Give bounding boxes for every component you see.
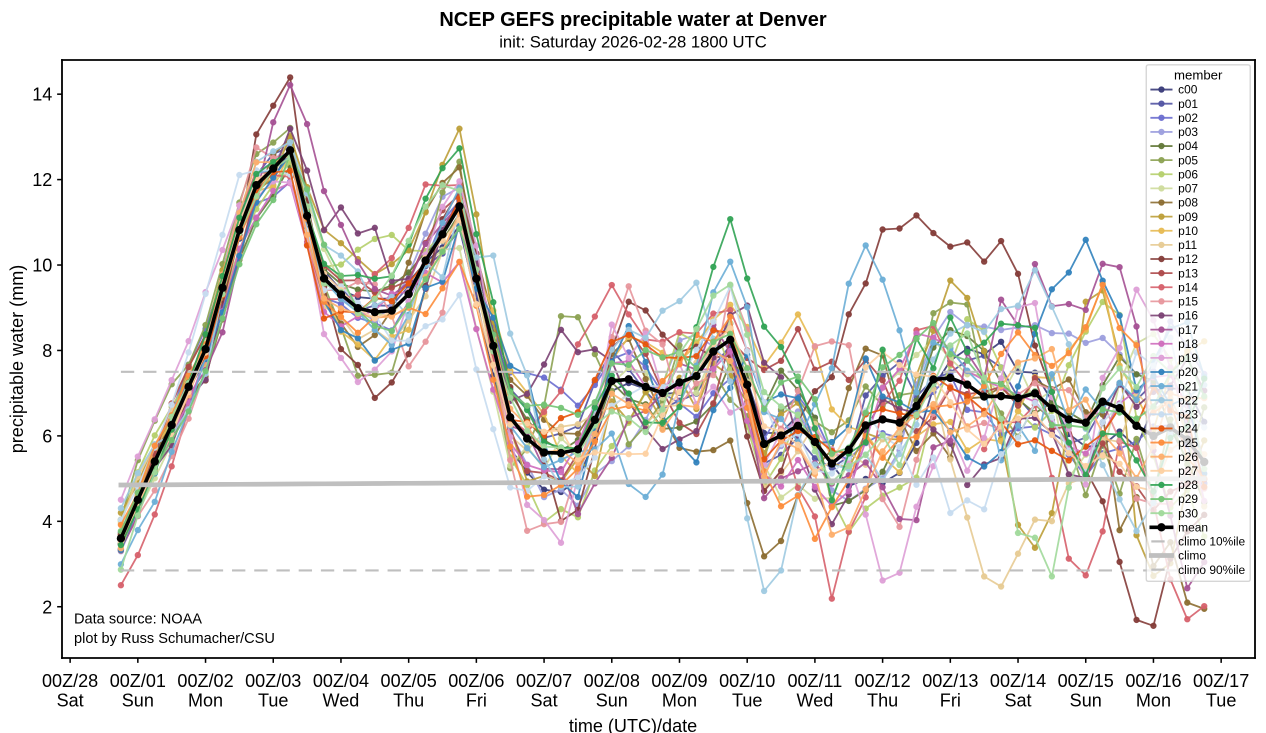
svg-text:Tue: Tue	[732, 691, 762, 711]
svg-text:00Z/11: 00Z/11	[787, 671, 842, 691]
svg-text:p10: p10	[1178, 224, 1198, 238]
svg-text:Thu: Thu	[867, 691, 898, 711]
svg-text:Mon: Mon	[188, 691, 223, 711]
svg-text:p30: p30	[1178, 506, 1198, 520]
svg-text:00Z/15: 00Z/15	[1058, 671, 1114, 691]
svg-text:00Z/14: 00Z/14	[990, 671, 1046, 691]
svg-text:climo 10%ile: climo 10%ile	[1178, 535, 1245, 549]
svg-text:p11: p11	[1178, 238, 1197, 252]
svg-text:00Z/03: 00Z/03	[245, 671, 301, 691]
svg-text:Sun: Sun	[1070, 691, 1102, 711]
svg-text:p18: p18	[1178, 337, 1198, 351]
svg-text:Thu: Thu	[393, 691, 424, 711]
svg-text:p26: p26	[1178, 450, 1198, 464]
svg-text:p08: p08	[1178, 196, 1198, 210]
svg-text:00Z/09: 00Z/09	[651, 671, 707, 691]
svg-text:14: 14	[32, 85, 52, 105]
svg-text:p27: p27	[1178, 464, 1198, 478]
svg-text:p21: p21	[1178, 379, 1198, 393]
svg-text:member: member	[1174, 67, 1223, 82]
svg-text:p07: p07	[1178, 182, 1198, 196]
svg-text:Sat: Sat	[1004, 691, 1031, 711]
svg-text:p16: p16	[1178, 309, 1198, 323]
svg-text:p23: p23	[1178, 408, 1198, 422]
svg-text:p29: p29	[1178, 492, 1198, 506]
svg-text:p14: p14	[1178, 280, 1198, 294]
svg-text:00Z/28: 00Z/28	[42, 671, 98, 691]
svg-text:p06: p06	[1178, 167, 1198, 181]
svg-text:00Z/08: 00Z/08	[584, 671, 640, 691]
svg-text:plot by Russ Schumacher/CSU: plot by Russ Schumacher/CSU	[74, 631, 275, 647]
svg-text:4: 4	[42, 512, 52, 532]
svg-text:00Z/17: 00Z/17	[1193, 671, 1249, 691]
svg-text:climo: climo	[1178, 549, 1206, 563]
svg-text:00Z/04: 00Z/04	[313, 671, 369, 691]
svg-text:init: Saturday 2026-02-28 1800: init: Saturday 2026-02-28 1800 UTC	[499, 33, 767, 52]
svg-text:Fri: Fri	[940, 691, 961, 711]
svg-text:climo 90%ile: climo 90%ile	[1178, 563, 1245, 577]
svg-text:p12: p12	[1178, 252, 1198, 266]
svg-text:00Z/05: 00Z/05	[381, 671, 437, 691]
svg-text:Mon: Mon	[1136, 691, 1171, 711]
svg-text:8: 8	[42, 341, 52, 361]
svg-text:mean: mean	[1178, 520, 1208, 534]
svg-text:p03: p03	[1178, 125, 1198, 139]
svg-text:00Z/01: 00Z/01	[110, 671, 166, 691]
svg-text:Sat: Sat	[57, 691, 84, 711]
svg-text:p13: p13	[1178, 266, 1198, 280]
svg-text:00Z/13: 00Z/13	[922, 671, 978, 691]
svg-text:p05: p05	[1178, 153, 1198, 167]
svg-text:c00: c00	[1178, 83, 1198, 97]
svg-text:p17: p17	[1178, 323, 1198, 337]
svg-text:Sat: Sat	[531, 691, 558, 711]
svg-text:p02: p02	[1178, 111, 1198, 125]
svg-text:00Z/07: 00Z/07	[516, 671, 572, 691]
svg-text:p09: p09	[1178, 210, 1198, 224]
svg-text:2: 2	[42, 597, 52, 617]
svg-text:Sun: Sun	[596, 691, 628, 711]
svg-text:Fri: Fri	[466, 691, 487, 711]
svg-text:p04: p04	[1178, 139, 1198, 153]
svg-text:p20: p20	[1178, 365, 1198, 379]
svg-text:p15: p15	[1178, 295, 1198, 309]
svg-text:p01: p01	[1178, 97, 1198, 111]
svg-text:6: 6	[42, 426, 52, 446]
svg-text:Tue: Tue	[258, 691, 288, 711]
svg-text:00Z/16: 00Z/16	[1125, 671, 1181, 691]
svg-text:time (UTC)/date: time (UTC)/date	[569, 716, 697, 733]
svg-text:p22: p22	[1178, 393, 1198, 407]
svg-text:precipitable water (mm): precipitable water (mm)	[7, 265, 27, 454]
svg-text:Data source: NOAA: Data source: NOAA	[74, 612, 202, 628]
svg-text:p28: p28	[1178, 478, 1198, 492]
svg-text:Wed: Wed	[796, 691, 833, 711]
svg-text:00Z/10: 00Z/10	[719, 671, 775, 691]
svg-text:p19: p19	[1178, 351, 1198, 365]
svg-text:Sun: Sun	[122, 691, 154, 711]
svg-text:Mon: Mon	[662, 691, 697, 711]
svg-text:12: 12	[32, 170, 52, 190]
svg-text:Wed: Wed	[323, 691, 360, 711]
svg-text:NCEP GEFS precipitable water a: NCEP GEFS precipitable water at Denver	[439, 9, 826, 31]
svg-text:00Z/02: 00Z/02	[177, 671, 233, 691]
svg-text:Tue: Tue	[1206, 691, 1236, 711]
svg-text:p24: p24	[1178, 422, 1198, 436]
svg-text:p25: p25	[1178, 436, 1198, 450]
svg-text:00Z/06: 00Z/06	[448, 671, 504, 691]
svg-text:10: 10	[32, 256, 52, 276]
svg-text:00Z/12: 00Z/12	[855, 671, 911, 691]
